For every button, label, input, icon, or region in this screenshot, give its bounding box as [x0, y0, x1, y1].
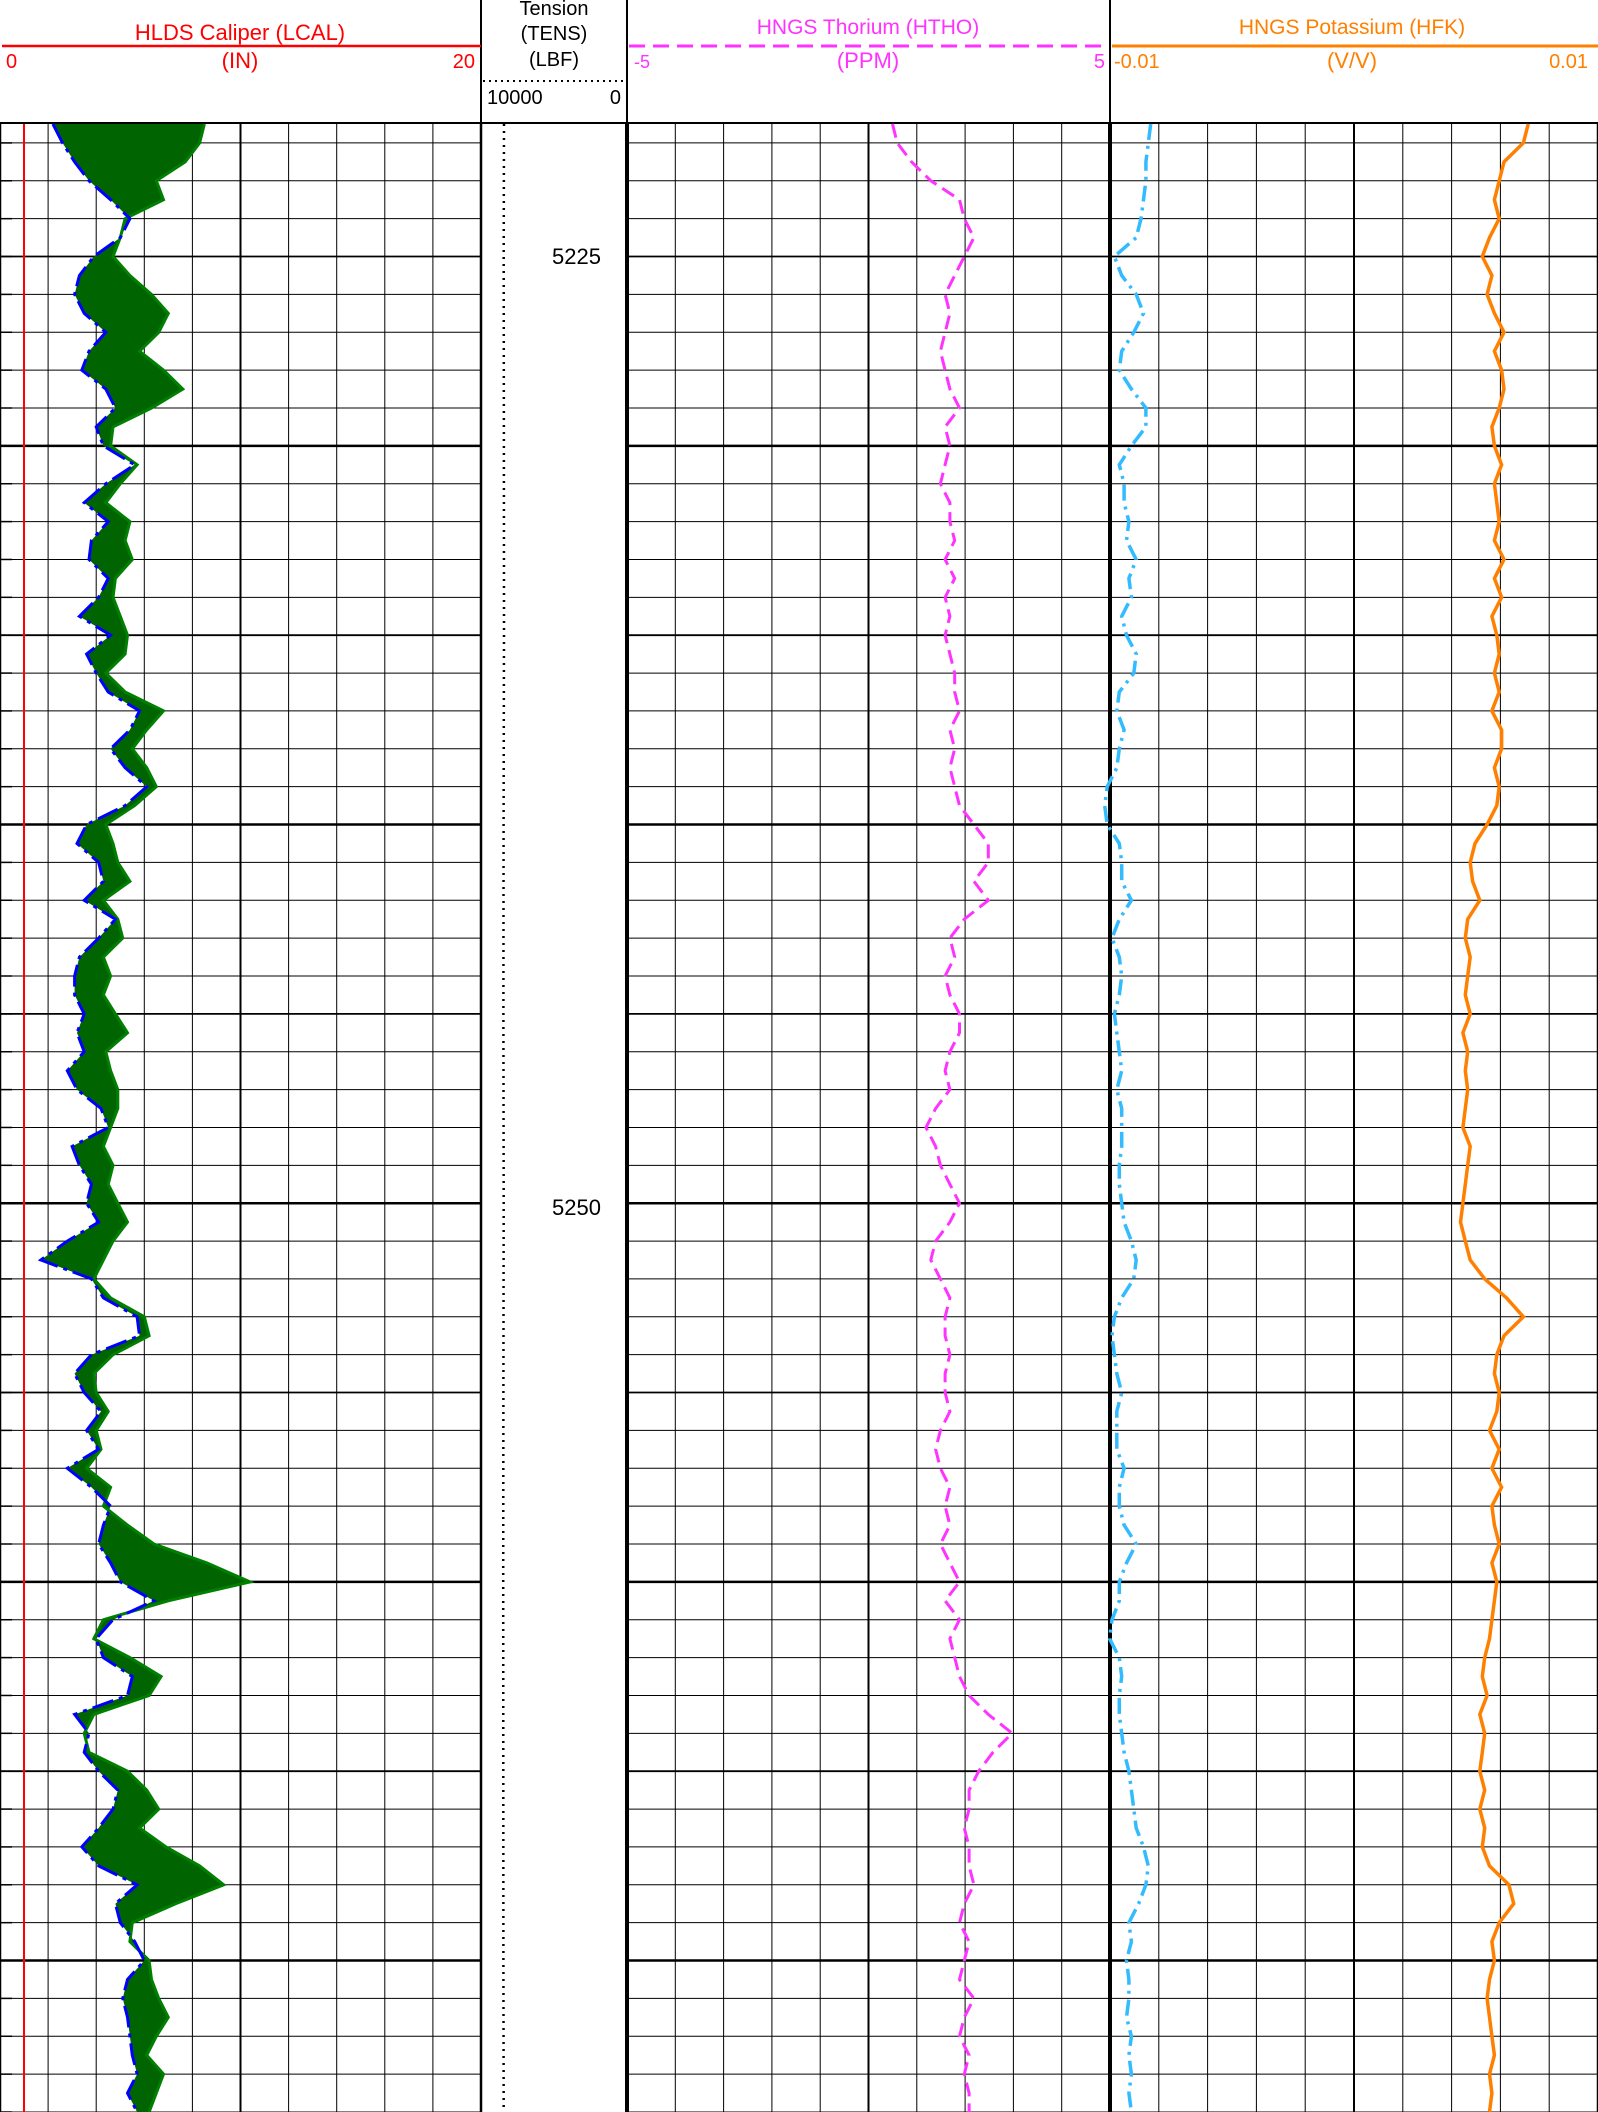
potassium-unit-label: (V/V) [1327, 48, 1377, 73]
thorium-curve [891, 123, 1015, 2112]
caliper-unit-label: (IN) [222, 48, 259, 73]
caliper-washout-fill [40, 124, 251, 2112]
depth-label-5225: 5225 [552, 244, 601, 269]
tension-scale-max: 0 [610, 87, 621, 109]
caliper-scale-min: 0 [6, 51, 17, 73]
thorium-scale-min: -5 [634, 52, 650, 72]
header: HLDS Caliper (LCAL) 0 (IN) 20 Tension (T… [0, 0, 1598, 124]
depth-labels: 5225 5250 [552, 244, 601, 1220]
tension-mnemonic: (TENS) [521, 23, 588, 45]
thorium-unit-label: (PPM) [837, 48, 899, 73]
thorium-track-title: HNGS Thorium (HTHO) [757, 16, 979, 39]
track-grids [0, 124, 1598, 2112]
caliper-track-title: HLDS Caliper (LCAL) [135, 20, 345, 45]
caliper-scale-max: 20 [453, 51, 475, 73]
potassium-alternate-curve [1458, 123, 1530, 2112]
tension-scale-min: 10000 [487, 87, 543, 109]
depth-label-5250: 5250 [552, 1195, 601, 1220]
thorium-scale-max: 5 [1094, 51, 1105, 73]
bitsize-curve [82, 123, 255, 2112]
potassium-scale-max: 0.01 [1549, 51, 1588, 73]
tension-curve [501, 123, 506, 2112]
caliper-curve [37, 123, 158, 2112]
tension-unit-label: (LBF) [529, 49, 579, 71]
potassium-track-title: HNGS Potassium (HFK) [1239, 16, 1465, 39]
tension-track-title: Tension [520, 0, 589, 20]
potassium-scale-min: -0.01 [1114, 51, 1160, 73]
log-curves [37, 123, 1530, 2112]
